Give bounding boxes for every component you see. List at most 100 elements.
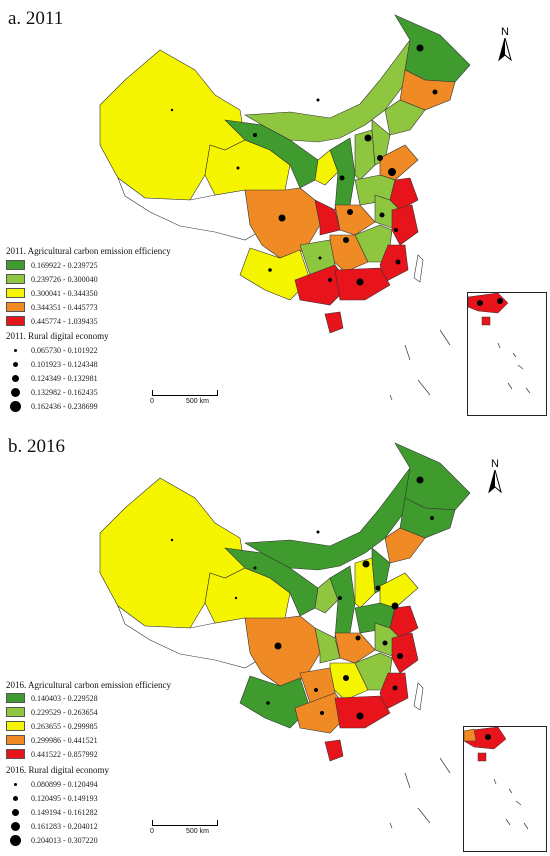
legend-dot <box>11 387 20 397</box>
efficiency-legend-item: 0.239726 - 0.300040 <box>6 273 98 285</box>
legend-range: 0.239726 - 0.300040 <box>31 274 98 284</box>
dot <box>234 596 238 600</box>
dot <box>395 259 401 265</box>
south-china-sea-inset <box>467 292 547 416</box>
region-jiangsu <box>389 605 419 639</box>
dot <box>253 566 257 570</box>
region-zhejiang <box>391 632 419 674</box>
legend-range: 0.124349 - 0.132981 <box>31 373 98 383</box>
region-chongqing <box>314 199 341 236</box>
region-hubei <box>334 204 376 236</box>
legend-dot <box>13 361 18 367</box>
region-sichuan <box>244 187 321 259</box>
digital-legend-item: 0.161283 - 0.204012 <box>6 820 98 832</box>
legend-range: 0.162436 - 0.238699 <box>31 401 98 411</box>
dot <box>416 476 424 484</box>
region-guangdong <box>334 695 391 729</box>
dot <box>318 256 322 260</box>
efficiency-legend-item: 0.140403 - 0.229528 <box>6 692 98 704</box>
dot <box>339 175 345 181</box>
region-liaoning <box>384 527 426 564</box>
digital-legend-item: 0.124349 - 0.132981 <box>6 372 98 384</box>
scale-distance: 500 km <box>186 398 209 405</box>
dot <box>278 214 286 222</box>
legend-range: 0.140403 - 0.229528 <box>31 693 98 703</box>
panel-2016: b. 2016 N 2016. Agricultural carbon emis… <box>0 428 550 856</box>
dot <box>320 711 324 715</box>
dot <box>347 209 353 215</box>
dot <box>388 168 396 176</box>
legend-range: 0.263655 - 0.299985 <box>31 721 98 731</box>
legend-swatch <box>6 693 25 703</box>
dot <box>355 635 361 641</box>
digital-legend-item: 0.132982 - 0.162435 <box>6 386 98 398</box>
scale-zero: 0 <box>150 398 154 405</box>
region-fujian <box>379 244 409 283</box>
legend-dot <box>11 821 20 831</box>
legend-range: 0.229529 - 0.263654 <box>31 707 98 717</box>
region-sichuan <box>244 615 321 687</box>
digital-legend-item: 0.149194 - 0.161282 <box>6 806 98 818</box>
north-label: N <box>491 458 499 470</box>
dot <box>170 108 174 112</box>
digital-legend-item: 0.080899 - 0.120494 <box>6 778 98 790</box>
legend-range: 0.132982 - 0.162435 <box>31 387 98 397</box>
legend-range: 0.149194 - 0.161282 <box>31 807 98 817</box>
efficiency-legend-title: 2016. Agricultural carbon emission effic… <box>6 680 172 690</box>
efficiency-legend-item: 0.445774 - 1.039435 <box>6 315 98 327</box>
legend-range: 0.204013 - 0.307220 <box>31 835 98 845</box>
dot <box>394 228 398 232</box>
dot <box>432 89 438 95</box>
region-ningxia <box>314 577 339 614</box>
region-liaoning <box>384 99 426 136</box>
efficiency-legend-item: 0.263655 - 0.299985 <box>6 720 98 732</box>
dot <box>364 134 372 142</box>
legend-swatch <box>6 260 25 270</box>
legend-range: 0.120495 - 0.149193 <box>31 793 98 803</box>
dot <box>338 596 342 600</box>
dot <box>416 44 424 52</box>
legend-dot <box>12 808 19 816</box>
legend-dot <box>14 348 17 352</box>
region-hubei <box>334 632 376 664</box>
region-zhejiang <box>391 204 419 246</box>
north-arrow: N <box>488 458 502 497</box>
legend-dot <box>13 795 18 801</box>
efficiency-legend-item: 0.344351 - 0.445773 <box>6 301 98 313</box>
dot <box>314 688 318 692</box>
efficiency-legend-title: 2011. Agricultural carbon emission effic… <box>6 246 171 256</box>
dot <box>375 585 381 591</box>
region-taiwan <box>413 682 424 711</box>
dot <box>397 653 403 659</box>
legend-dot <box>10 834 21 846</box>
legend-range: 0.161283 - 0.204012 <box>31 821 98 831</box>
north-label: N <box>501 26 509 38</box>
dot <box>343 237 349 243</box>
dot <box>377 155 383 161</box>
legend-range: 0.169922 - 0.239725 <box>31 260 98 270</box>
legend-swatch <box>6 302 25 312</box>
dot <box>392 685 398 691</box>
dot <box>266 701 270 705</box>
north-arrow: N <box>498 26 512 65</box>
scale-bar <box>152 390 218 396</box>
dot <box>316 98 320 102</box>
region-taiwan <box>413 254 424 283</box>
map-2016 <box>99 442 471 829</box>
legend-range: 0.445774 - 1.039435 <box>31 316 98 326</box>
legend-swatch <box>6 721 25 731</box>
south-china-sea-inset <box>463 726 547 852</box>
region-chongqing <box>314 627 341 664</box>
region-shandong <box>379 572 419 609</box>
legend-dot <box>10 400 21 412</box>
digital-legend-title: 2016. Rural digital economy <box>6 765 109 775</box>
scale-bar <box>152 820 218 826</box>
dot <box>362 560 370 568</box>
digital-legend-item: 0.204013 - 0.307220 <box>6 834 98 846</box>
region-fujian <box>379 672 409 711</box>
dot <box>430 516 434 520</box>
legend-dot <box>14 782 17 786</box>
digital-legend-item: 0.120495 - 0.149193 <box>6 792 98 804</box>
legend-range: 0.065730 - 0.101922 <box>31 345 98 355</box>
region-jiangsu <box>389 177 419 211</box>
